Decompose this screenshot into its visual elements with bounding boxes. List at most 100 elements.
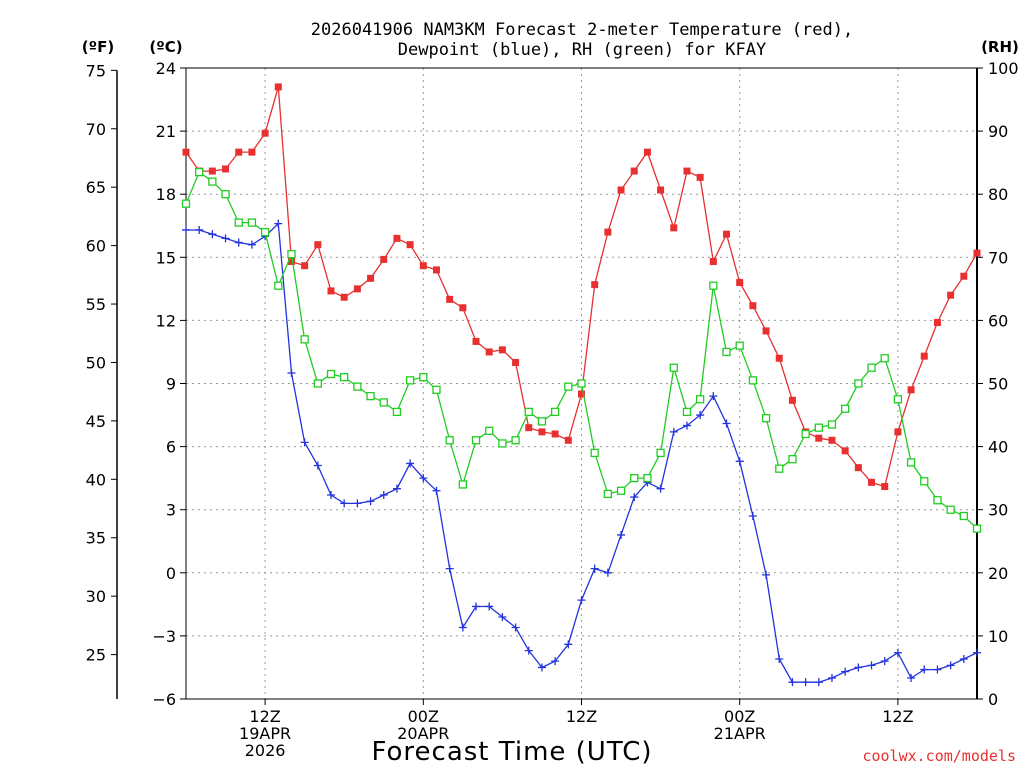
data-point [208, 230, 217, 239]
data-point [419, 262, 427, 270]
data-point [512, 358, 520, 366]
rh-tick-label: 30 [988, 501, 1008, 520]
data-point [946, 505, 955, 514]
data-point [933, 496, 942, 505]
data-point [868, 478, 876, 486]
data-point [472, 337, 480, 345]
celsius-tick-label: 21 [156, 122, 176, 141]
data-point [867, 661, 876, 670]
data-point [656, 484, 665, 493]
data-point [405, 376, 415, 385]
data-point [696, 395, 705, 404]
data-point [234, 218, 243, 227]
data-point [195, 167, 204, 177]
data-point [564, 640, 573, 649]
rh-tick-label: 60 [988, 311, 1008, 330]
data-point [881, 483, 889, 491]
fahrenheit-tick-label: 30 [86, 587, 106, 606]
data-point [827, 420, 837, 429]
data-point [406, 459, 415, 468]
data-point [313, 461, 322, 470]
data-point [920, 352, 928, 360]
celsius-unit-label: (ºC) [149, 38, 182, 56]
credit-label: coolwx.com/models [862, 747, 1016, 765]
tick-labels: 24211815129630−3−67570656055504540353025… [86, 59, 1019, 760]
data-point [906, 458, 916, 467]
data-point [366, 391, 375, 401]
data-point [261, 129, 269, 137]
data-point [419, 474, 428, 483]
celsius-tick-label: 3 [166, 501, 176, 520]
data-point [854, 464, 862, 472]
rh-tick-label: 40 [988, 438, 1008, 457]
data-point [828, 436, 836, 444]
data-point [867, 363, 876, 372]
data-point [577, 379, 586, 388]
data-point [537, 663, 546, 672]
rh-tick-label: 90 [988, 122, 1008, 141]
fahrenheit-tick-label: 25 [86, 646, 106, 665]
data-point [709, 392, 718, 401]
data-point [616, 486, 626, 495]
data-point [880, 657, 889, 666]
celsius-tick-label: 6 [166, 438, 176, 457]
rh-tick-label: 0 [988, 690, 998, 709]
celsius-tick-label: −6 [152, 690, 176, 709]
rh-tick-label: 50 [988, 375, 1008, 394]
data-point [815, 434, 823, 442]
data-point [722, 347, 731, 357]
data-point [907, 386, 915, 394]
data-point [524, 407, 533, 417]
data-point [247, 240, 256, 249]
data-point [591, 281, 599, 289]
data-point [525, 424, 533, 432]
data-point [617, 186, 625, 194]
data-point [195, 225, 204, 234]
data-point [380, 255, 388, 263]
data-point [340, 373, 349, 382]
data-point [947, 291, 955, 299]
data-point [643, 473, 652, 483]
fahrenheit-tick-label: 70 [86, 120, 106, 139]
data-point [301, 262, 309, 270]
data-point [287, 368, 296, 377]
data-point [445, 436, 454, 445]
data-point [208, 177, 217, 186]
data-point [814, 678, 823, 687]
data-point [379, 398, 388, 407]
x-tick-label: 12Z [249, 707, 280, 726]
series-dewpoint [182, 219, 981, 687]
data-point [353, 382, 362, 391]
fahrenheit-tick-label: 65 [86, 178, 106, 197]
data-point [775, 464, 784, 473]
axes [111, 67, 983, 705]
data-point [630, 473, 639, 483]
data-point [723, 230, 731, 238]
data-point [643, 148, 651, 156]
x-tick-label: 21APR [714, 724, 766, 743]
data-point [379, 490, 388, 499]
data-point [550, 407, 560, 417]
data-point [564, 436, 572, 444]
data-point [735, 457, 744, 466]
data-point [524, 646, 533, 655]
x-tick-label: 12Z [566, 707, 597, 726]
fahrenheit-tick-label: 35 [86, 529, 106, 548]
data-point [287, 258, 295, 266]
rh-tick-label: 70 [988, 248, 1008, 267]
data-point [657, 186, 665, 194]
celsius-tick-label: 18 [156, 185, 176, 204]
celsius-tick-label: 24 [156, 59, 176, 78]
data-point [314, 241, 322, 249]
data-point [683, 167, 691, 175]
data-point [761, 414, 771, 423]
data-point [300, 438, 309, 447]
fahrenheit-tick-label: 75 [86, 61, 106, 80]
data-point [959, 511, 968, 521]
data-point [511, 436, 520, 445]
data-point [221, 190, 230, 199]
rh-tick-label: 100 [988, 59, 1019, 78]
data-series [181, 83, 982, 687]
data-point [762, 570, 771, 579]
data-point [248, 148, 256, 156]
